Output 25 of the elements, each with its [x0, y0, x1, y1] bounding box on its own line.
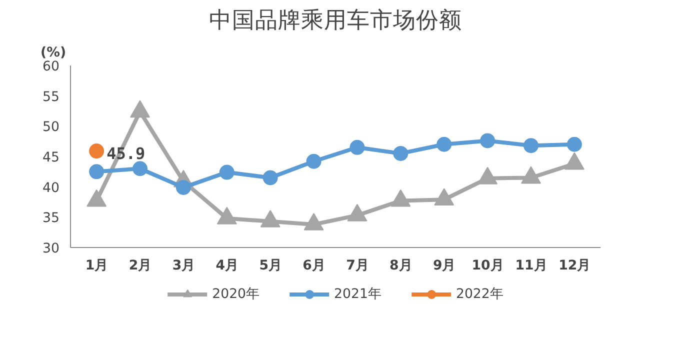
y-tick-label: 35: [42, 211, 60, 226]
data-label: 45.9: [106, 144, 146, 164]
y-axis-title: (%): [40, 46, 66, 60]
x-tick-label: 12月: [558, 258, 590, 274]
x-tick-label: 5月: [259, 258, 282, 274]
y-tick-label: 30: [42, 242, 60, 256]
x-tick-label: 4月: [216, 258, 238, 274]
x-tick-label: 11月: [515, 258, 547, 274]
y-tick-label: 50: [42, 120, 60, 136]
x-tick-label: 9月: [432, 258, 456, 274]
x-tick-label: 7月: [346, 258, 368, 274]
x-tick-label: 1月: [85, 258, 108, 274]
y-tick-label: 45: [42, 150, 60, 166]
chart-title: 中国品牌乘用车市场份额: [209, 8, 462, 34]
legend-label: 2022年: [456, 286, 503, 303]
x-tick-label: 3月: [172, 258, 195, 274]
x-tick-label: 10月: [472, 258, 504, 274]
y-tick-label: 60: [42, 60, 60, 74]
x-tick-label: 6月: [302, 258, 325, 274]
legend-label: 2020年: [212, 286, 260, 303]
legend-label: 2021年: [334, 286, 381, 303]
y-tick-label: 40: [42, 180, 60, 196]
x-tick-label: 8月: [390, 258, 412, 274]
y-tick-label: 55: [42, 90, 60, 105]
x-tick-label: 2月: [128, 258, 152, 274]
